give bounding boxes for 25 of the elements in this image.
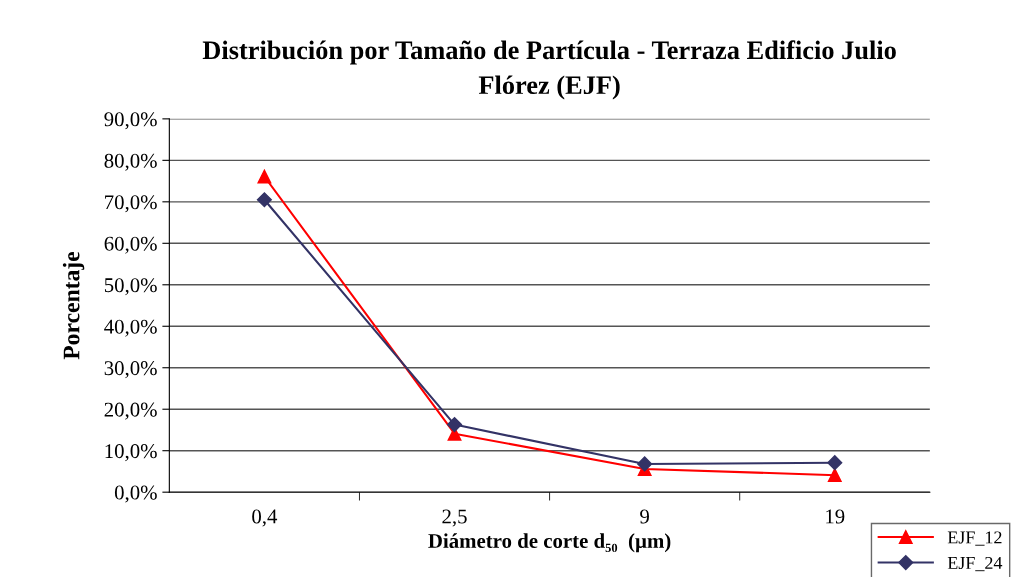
y-tick-label: 0,0% (114, 485, 157, 503)
y-tick-label: 40,0% (104, 319, 157, 337)
y-tick-label: 20,0% (104, 402, 157, 420)
x-tick-label: 9 (640, 509, 650, 524)
x-tick-label: 19 (826, 509, 845, 524)
point (256, 192, 272, 208)
chart-title: Distribución por Tamaño de Partícula - Terraza Edificio Julio Flórez (EJF) (202, 40, 896, 100)
point (257, 169, 272, 184)
y-tick-label: 10,0% (105, 444, 157, 462)
y-tick-label: 50,0% (104, 278, 157, 296)
y-tick-label: 30,0% (104, 361, 157, 379)
legend-label: EJF_24 (947, 556, 1003, 572)
point (827, 455, 843, 471)
y-tick-label: 70,0% (105, 195, 157, 213)
legend-label: EJF_12 (947, 531, 1002, 546)
y-tick-label: 60,0% (104, 236, 157, 254)
x-tick-label: 0,4 (252, 509, 278, 527)
point (827, 468, 842, 483)
y-tick-label: 90,0% (104, 112, 157, 130)
x-tick-label: 2,5 (442, 509, 467, 527)
point (637, 456, 653, 472)
y-axis-title: Porcentaje (62, 251, 85, 360)
x-axis-title: Diámetro de corte d₅₀ (µm) (428, 533, 671, 553)
point (446, 416, 463, 433)
y-tick-label: 80,0% (104, 153, 157, 171)
